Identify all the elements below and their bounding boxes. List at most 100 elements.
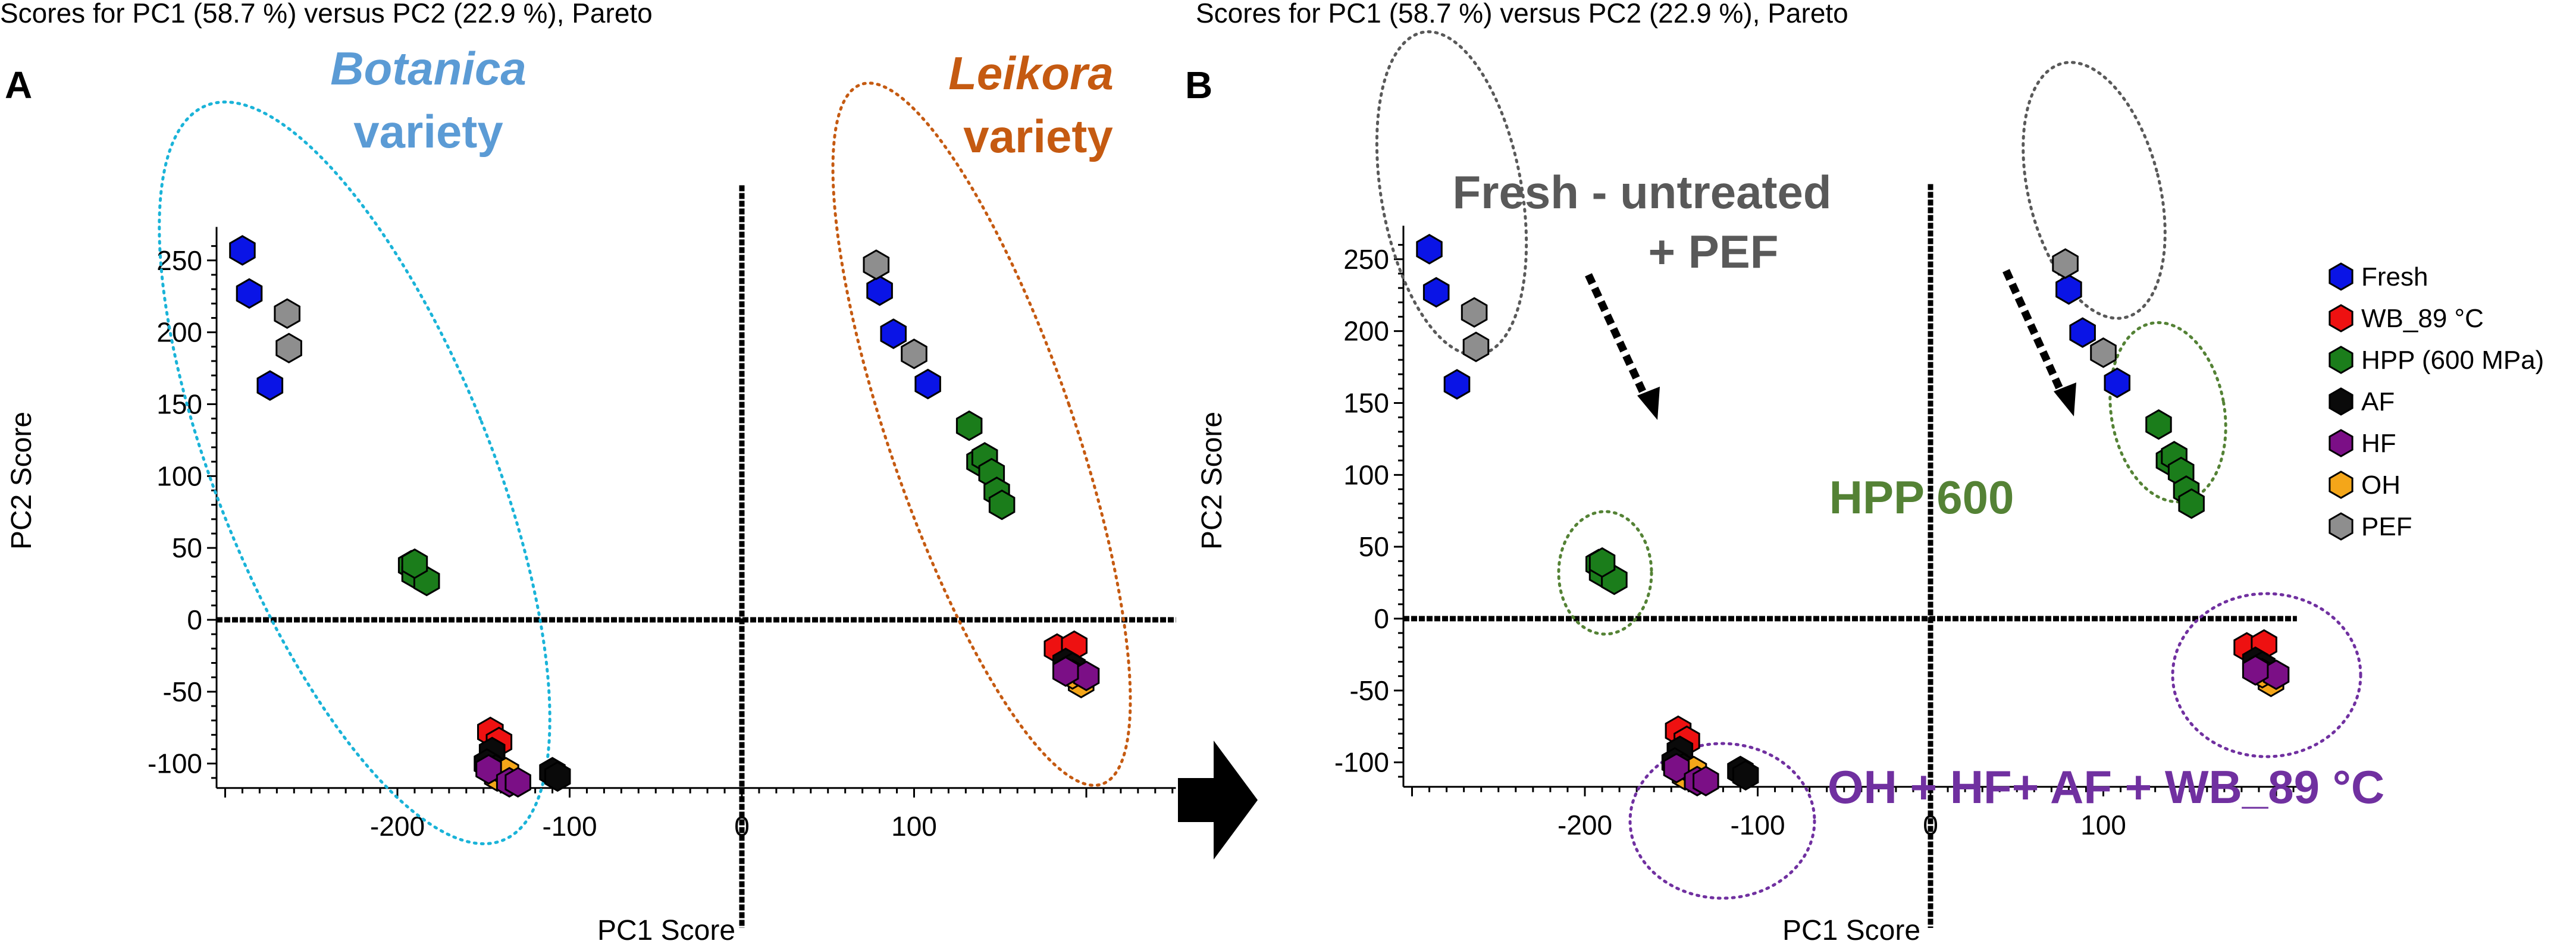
point-fresh: [2055, 274, 2082, 305]
trend-arrow-right-head: [2054, 382, 2076, 416]
legend-label-fresh: Fresh: [2361, 262, 2428, 291]
point-pef: [1461, 297, 1488, 328]
point-fresh: [880, 318, 907, 349]
point-af: [1732, 760, 1759, 791]
trend-arrows: [1585, 269, 2076, 420]
point-pef: [863, 249, 890, 280]
point-fresh: [236, 278, 263, 309]
panel-b-letter: B: [1185, 64, 1212, 106]
legend-label-af: AF: [2361, 387, 2395, 416]
trend-arrow-right-shaft: [2002, 269, 2063, 390]
point-hpp-600-mpa: [1588, 547, 1616, 578]
point-fresh: [1422, 277, 1450, 308]
panel-a-y-tick-label: 0: [187, 604, 202, 635]
panel-a-y-tick-label: 150: [156, 388, 202, 419]
treat-left-ellipse: [1628, 742, 1816, 900]
fresh-left-ellipse: [1375, 30, 1528, 357]
point-hf: [2242, 655, 2269, 686]
point-fresh: [2104, 367, 2130, 399]
point-hf: [1693, 766, 1719, 796]
point-af: [544, 761, 571, 792]
point-pef: [2052, 248, 2079, 279]
panel-b-y-tick-label: -50: [1349, 675, 1389, 706]
panel-a-ellipses: [158, 81, 1132, 845]
fresh-untreated-label-line1: Fresh - untreated: [1452, 166, 1831, 218]
panel-a-y-tick-label: -100: [148, 748, 202, 779]
panel-a-points: [229, 235, 1100, 798]
panel-a-x-tick-label: 100: [891, 811, 937, 842]
panel-a-title: Scores for PC1 (58.7 %) versus PC2 (22.9…: [0, 0, 653, 29]
panel-b-title: Scores for PC1 (58.7 %) versus PC2 (22.9…: [1196, 0, 1848, 29]
point-hf: [504, 767, 531, 798]
point-pef: [1462, 331, 1490, 362]
point-fresh: [1443, 369, 1471, 400]
panel-b-y-tick-label: 0: [1374, 603, 1389, 634]
panel-b-y-axis-label: PC2 Score: [1196, 412, 1228, 550]
panel-b-x-tick-label: -100: [1730, 810, 1785, 840]
panel-a-y-tick-label: 200: [156, 317, 202, 348]
panel-b-y-tick-label: 150: [1343, 387, 1389, 418]
legend-label-oh: OH: [2361, 471, 2400, 500]
panel-a: Scores for PC1 (58.7 %) versus PC2 (22.9…: [0, 0, 1176, 944]
point-fresh: [1416, 234, 1443, 265]
panel-b-y-tick-label: -100: [1334, 747, 1389, 778]
leikora-label-line1: Leikora: [948, 47, 1113, 99]
point-hpp-600-mpa: [2178, 488, 2205, 519]
trend-arrow-left-head: [1637, 387, 1660, 420]
botanica-ellipse: [158, 101, 551, 845]
panel-a-x-tick-label: -100: [542, 811, 597, 842]
point-hpp-600-mpa: [401, 548, 428, 579]
legend-swatch-pef: [2329, 512, 2354, 541]
panel-a-x-axis-label: PC1 Score: [597, 915, 735, 944]
point-pef: [274, 298, 300, 329]
panel-a-y-axis-label: PC2 Score: [6, 412, 37, 550]
point-fresh: [866, 275, 893, 306]
point-pef: [275, 333, 302, 363]
point-fresh: [256, 370, 284, 401]
panel-b-points: [1416, 234, 2290, 796]
panel-a-x-tick-label: 0: [734, 811, 750, 842]
panel-b-y-tick-label: 200: [1343, 316, 1389, 347]
point-pef: [2090, 337, 2117, 368]
panel-a-axes: -100 -50 0 50 100 150 200 250 -200 -100 0 100: [148, 185, 1176, 928]
panel-a-y-tick-label: 50: [172, 532, 202, 563]
point-hpp-600-mpa: [2145, 409, 2172, 440]
treatments-label: OH + HF+ AF + WB_89 °C: [1828, 761, 2384, 813]
panel-a-letter: A: [5, 64, 32, 106]
hpp-right-ellipse: [2108, 321, 2227, 504]
panel-a-y-tick-label: 250: [156, 245, 202, 276]
point-hf: [1052, 656, 1079, 687]
hpp-left-ellipse: [1557, 510, 1653, 636]
legend-label-pef: PEF: [2361, 512, 2412, 541]
panel-b-x-tick-label: 100: [2080, 810, 2126, 840]
legend-label-wb-89-c: WB_89 °C: [2361, 304, 2484, 333]
panel-b: Scores for PC1 (58.7 %) versus PC2 (22.9…: [1185, 0, 2544, 944]
legend-swatch-oh: [2329, 471, 2354, 499]
transition-arrow: [1178, 741, 1258, 860]
botanica-label-line2: variety: [353, 105, 503, 158]
legend-label-hf: HF: [2361, 429, 2396, 458]
panel-b-y-tick-label: 250: [1343, 244, 1389, 275]
panel-a-x-tick-label: -200: [370, 811, 425, 842]
panel-a-y-tick-label: -50: [163, 676, 202, 707]
panel-b-y-tick-label: 50: [1359, 531, 1389, 562]
panel-b-x-axis-label: PC1 Score: [1782, 915, 1920, 944]
point-hf: [1663, 752, 1690, 784]
hpp-600-label: HPP 600: [1829, 471, 2014, 523]
legend-swatch-hf: [2329, 429, 2354, 457]
point-fresh: [229, 235, 256, 266]
botanica-label-line1: Botanica: [330, 42, 526, 95]
trend-arrow-left-shaft: [1585, 273, 1647, 394]
fresh-untreated-label-line2: + PEF: [1649, 225, 1779, 278]
legend-label-hpp-600-mpa: HPP (600 MPa): [2361, 346, 2544, 375]
legend-swatch-hpp-600-mpa: [2329, 346, 2354, 374]
point-fresh: [914, 368, 941, 400]
panel-b-ellipses: [1375, 30, 2362, 900]
point-fresh: [2069, 317, 2096, 348]
legend-swatch-af: [2329, 387, 2354, 416]
point-hpp-600-mpa: [955, 410, 983, 441]
legend: Fresh WB_89 °C HPP (600 MPa) AF HF OH PEF: [2329, 262, 2544, 541]
legend-swatch-wb-89-c: [2329, 304, 2354, 333]
fresh-right-ellipse: [2022, 61, 2167, 320]
